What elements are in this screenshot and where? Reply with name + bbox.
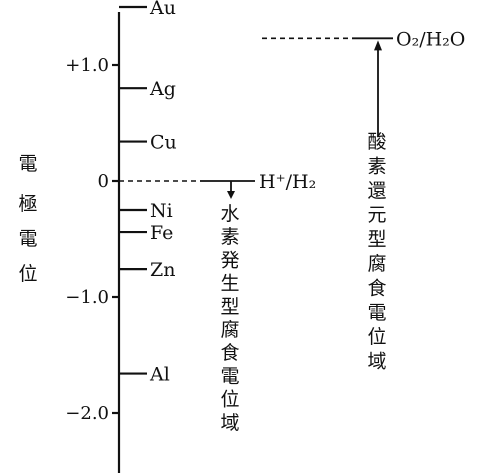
axis-title-char-2: 極 xyxy=(18,193,37,215)
arrow-down-icon xyxy=(227,191,235,199)
metal-label: Al xyxy=(149,364,170,386)
tick-label: 0 xyxy=(98,171,109,192)
metal-label: Ag xyxy=(149,78,176,100)
axis-title-char-1: 電 xyxy=(18,153,37,175)
metal-label: Ni xyxy=(150,200,173,222)
axis-ticks: +1.0 0 −1.0 −2.0 xyxy=(65,55,119,424)
region-label: 水素発生型腐食電位域 xyxy=(220,203,239,434)
tick-label: −2.0 xyxy=(65,403,109,424)
axis-title: 電 極 電 位 xyxy=(18,153,37,285)
reference-label: O₂/H₂O xyxy=(396,28,465,50)
region-label: 酸素還元型腐食電位域 xyxy=(367,131,386,373)
reference-label: H⁺/H₂ xyxy=(259,171,316,193)
axis-title-char-4: 位 xyxy=(18,263,37,285)
metal-label: Au xyxy=(149,0,176,19)
axis-title-char-3: 電 xyxy=(18,228,37,250)
tick-label: +1.0 xyxy=(65,55,109,76)
arrow-up-icon xyxy=(374,40,382,51)
metal-label: Zn xyxy=(150,259,175,281)
metal-label: Cu xyxy=(150,132,177,154)
metal-label: Fe xyxy=(150,222,173,244)
tick-label: −1.0 xyxy=(65,287,109,308)
reference-lines: H⁺/H₂ 水素発生型腐食電位域 O₂/H₂O 酸素還元型腐食電位域 xyxy=(119,28,465,434)
